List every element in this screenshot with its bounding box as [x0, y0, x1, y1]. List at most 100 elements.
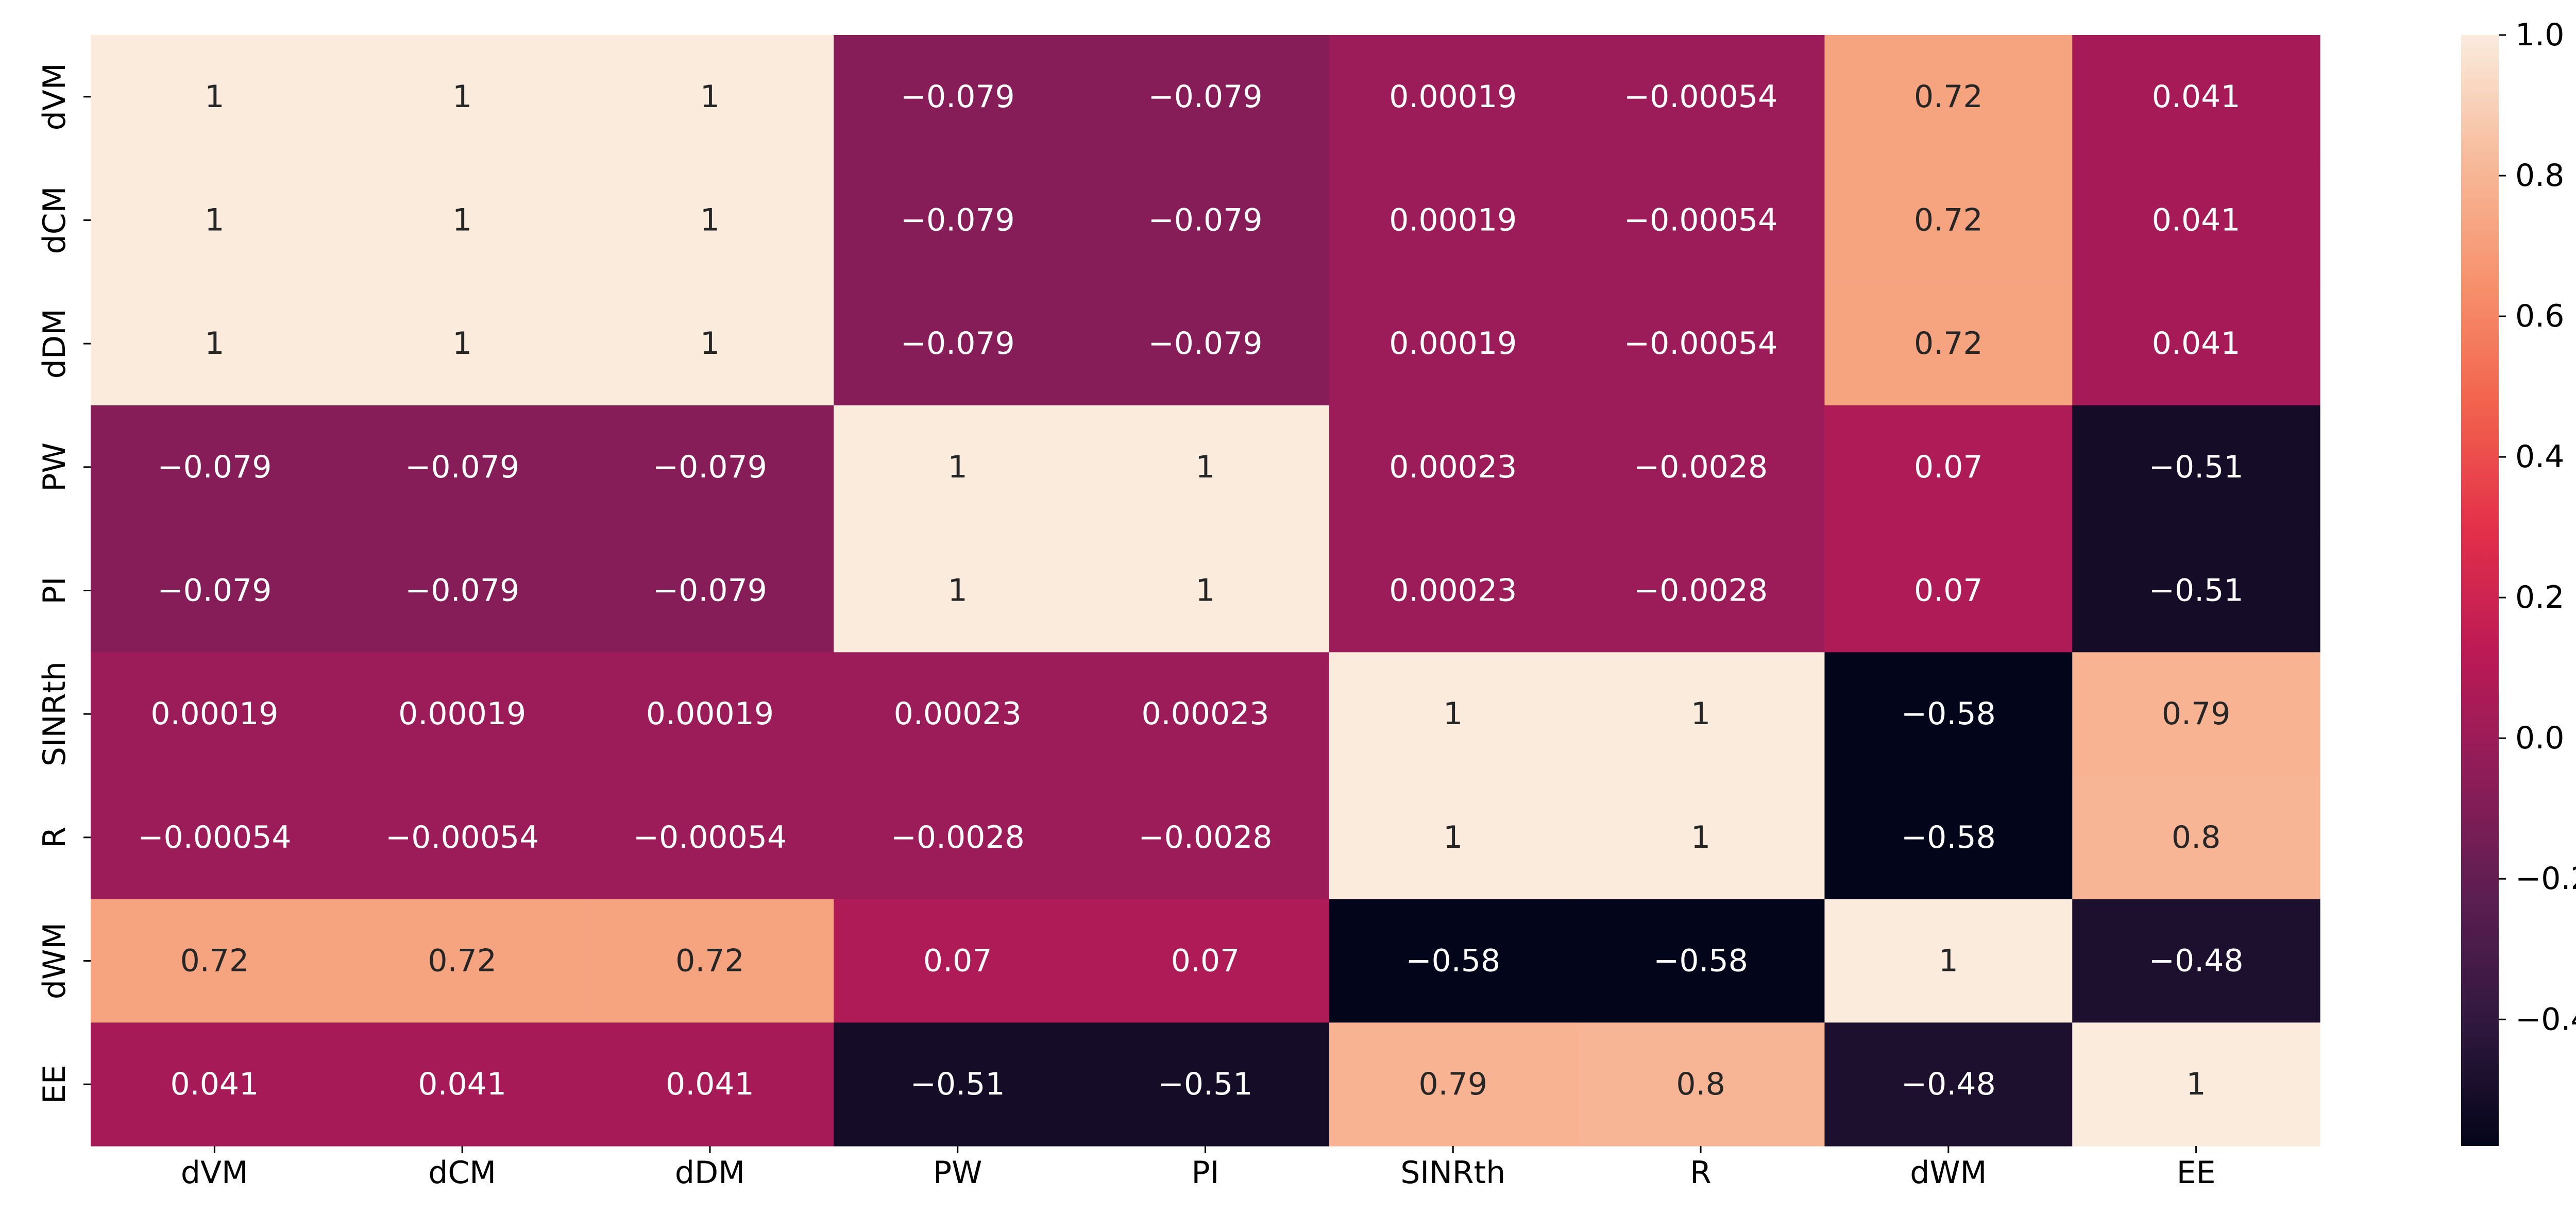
- cell-annotation: 0.00019: [646, 696, 774, 732]
- heatmap-cells: [91, 35, 2320, 1147]
- heatmap-cell-SINRth-R: [1577, 652, 1825, 776]
- heatmap-cell-EE-dWM: [1824, 1022, 2073, 1147]
- y-tick-label-dVM: dVM: [37, 63, 73, 130]
- cell-annotation: 0.00019: [1389, 326, 1517, 362]
- cell-annotation: 1: [1195, 449, 1215, 485]
- heatmap-cell-dVM-EE: [2072, 35, 2320, 159]
- cell-annotation: −0.079: [405, 449, 519, 485]
- heatmap-cell-PI-R: [1577, 528, 1825, 653]
- heatmap-cell-dDM-dWM: [1824, 282, 2073, 406]
- heatmap-cell-dDM-R: [1577, 282, 1825, 406]
- cell-annotation: 0.00023: [894, 696, 1022, 732]
- cell-annotation: 1: [1443, 819, 1463, 856]
- heatmap-cell-dWM-dWM: [1824, 899, 2073, 1023]
- cell-annotation: −0.58: [1901, 696, 1996, 732]
- heatmap-cell-R-EE: [2072, 776, 2320, 900]
- heatmap-cell-dDM-EE: [2072, 282, 2320, 406]
- heatmap-cell-EE-EE: [2072, 1022, 2320, 1147]
- x-tick-label-PW: PW: [933, 1155, 982, 1191]
- heatmap-cell-dWM-dCM: [338, 899, 587, 1023]
- cell-annotation: −0.079: [405, 573, 519, 609]
- cell-annotation: 0.8: [2172, 819, 2221, 856]
- cell-annotation: −0.00054: [138, 819, 291, 856]
- cell-annotation: 0.79: [1418, 1066, 1487, 1102]
- heatmap-cell-EE-SINRth: [1329, 1022, 1578, 1147]
- heatmap-cell-PW-dWM: [1824, 405, 2073, 529]
- cell-annotation: −0.51: [2149, 573, 2244, 609]
- cell-annotation: −0.079: [1148, 79, 1262, 115]
- heatmap-cell-dVM-R: [1577, 35, 1825, 159]
- heatmap-cell-EE-PW: [834, 1022, 1082, 1147]
- cell-annotation: 0.00023: [1141, 696, 1269, 732]
- heatmap-cell-dDM-dCM: [338, 282, 587, 406]
- cell-annotation: 0.00019: [1389, 79, 1517, 115]
- colorbar-gradient: [2461, 35, 2499, 1146]
- cell-annotation: 1: [700, 326, 720, 362]
- heatmap-cell-PW-dDM: [586, 405, 834, 529]
- cell-annotation: −0.079: [653, 449, 767, 485]
- cell-annotation: 1: [948, 573, 968, 609]
- cell-annotation: −0.00054: [1624, 202, 1777, 238]
- cell-annotation: 0.00019: [150, 696, 278, 732]
- heatmap-cell-dWM-R: [1577, 899, 1825, 1023]
- cell-annotation: 1: [205, 202, 224, 238]
- colorbar: 1.0 0.8 0.6 0.4 0.2 0.0 −0.2 −0.4: [2461, 17, 2576, 1146]
- colorbar-tick-label: −0.2: [2515, 861, 2576, 897]
- heatmap-cell-PW-SINRth: [1329, 405, 1578, 529]
- cell-annotation: −0.079: [157, 573, 272, 609]
- cell-annotation: 0.041: [418, 1066, 506, 1102]
- y-tick-label-R: R: [37, 827, 73, 848]
- cell-annotation: 0.00019: [398, 696, 526, 732]
- cell-annotation: −0.079: [653, 573, 767, 609]
- heatmap-cell-dVM-PW: [834, 35, 1082, 159]
- x-tick-label-dVM: dVM: [181, 1155, 248, 1191]
- heatmap-cell-dDM-PI: [1081, 282, 1330, 406]
- heatmap-cell-dCM-EE: [2072, 158, 2320, 282]
- heatmap-cell-dDM-SINRth: [1329, 282, 1578, 406]
- cell-annotation: 0.72: [180, 943, 249, 979]
- cell-annotation: 1: [452, 202, 472, 238]
- y-tick-label-PI: PI: [37, 577, 73, 605]
- heatmap-cell-R-dCM: [338, 776, 587, 900]
- cell-annotation: −0.079: [901, 79, 1015, 115]
- heatmap-cell-PI-dVM: [91, 528, 339, 653]
- heatmap-cell-PW-PI: [1081, 405, 1330, 529]
- x-tick-label-R: R: [1690, 1155, 1711, 1191]
- cell-annotation: 1: [2187, 1066, 2206, 1102]
- cell-annotation: 1: [948, 449, 968, 485]
- heatmap-cell-EE-dVM: [91, 1022, 339, 1147]
- heatmap-cell-R-R: [1577, 776, 1825, 900]
- cell-annotation: −0.00054: [1624, 79, 1777, 115]
- heatmap-cell-dCM-SINRth: [1329, 158, 1578, 282]
- cell-annotation: −0.51: [1158, 1066, 1253, 1102]
- y-tick-label-dWM: dWM: [37, 922, 73, 999]
- cell-annotation: 0.041: [2152, 326, 2241, 362]
- cell-annotation: 0.00023: [1389, 573, 1517, 609]
- x-tick-label-dCM: dCM: [428, 1155, 496, 1191]
- heatmap-cell-SINRth-dDM: [586, 652, 834, 776]
- cell-annotation: −0.079: [1148, 326, 1262, 362]
- heatmap-cell-PW-PW: [834, 405, 1082, 529]
- heatmap-cell-R-dWM: [1824, 776, 2073, 900]
- colorbar-tick-label: 0.8: [2515, 158, 2564, 194]
- cell-annotation: 1: [1691, 696, 1710, 732]
- cell-annotation: 1: [1939, 943, 1958, 979]
- cell-annotation: 1: [205, 79, 224, 115]
- heatmap-cell-PI-dWM: [1824, 528, 2073, 653]
- heatmap-cell-dWM-PI: [1081, 899, 1330, 1023]
- cell-annotation: 0.72: [675, 943, 744, 979]
- heatmap-cell-PI-EE: [2072, 528, 2320, 653]
- cell-annotation: −0.00054: [385, 819, 539, 856]
- colorbar-tick-label: −0.4: [2515, 1001, 2576, 1037]
- heatmap-cell-dDM-dDM: [586, 282, 834, 406]
- heatmap-cell-dWM-dDM: [586, 899, 834, 1023]
- heatmap-cell-PI-PW: [834, 528, 1082, 653]
- cell-annotation: −0.079: [157, 449, 272, 485]
- heatmap-cell-dCM-dCM: [338, 158, 587, 282]
- y-tick-label-PW: PW: [37, 442, 73, 492]
- cell-annotation: 0.07: [1914, 449, 1983, 485]
- cell-annotation: −0.58: [1901, 819, 1996, 856]
- cell-annotation: −0.51: [910, 1066, 1005, 1102]
